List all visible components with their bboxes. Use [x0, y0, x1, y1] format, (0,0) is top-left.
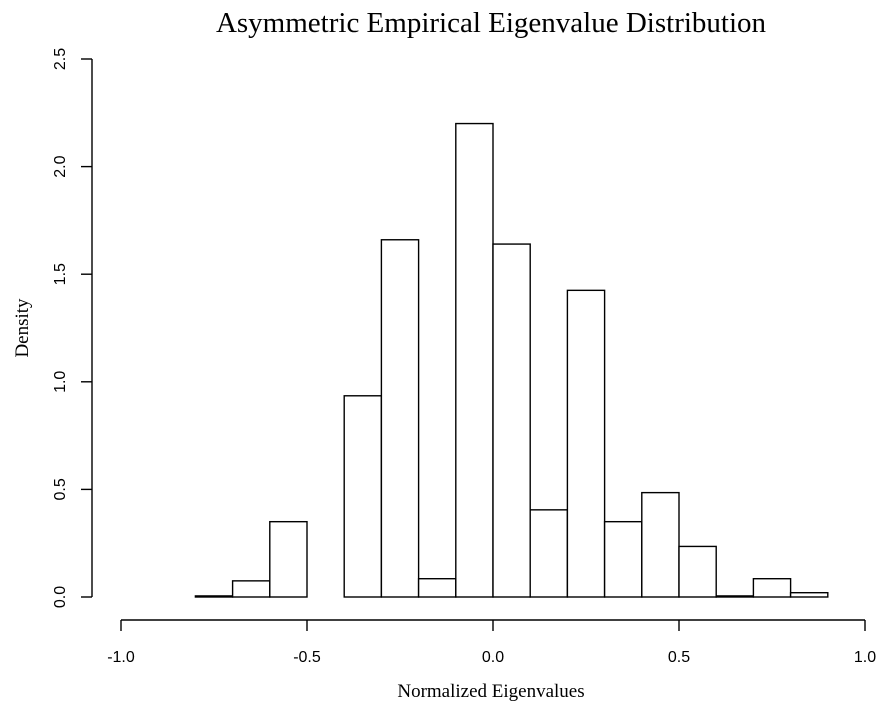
y-axis: 0.0 0.5 1.0 1.5 2.0 2.5: [52, 48, 93, 608]
histogram-bar: [380, 239, 420, 598]
bar-group: [194, 122, 829, 598]
x-tick-label: -0.5: [293, 649, 321, 666]
histogram-bar: [455, 122, 494, 598]
y-tick-label: 0.5: [52, 478, 69, 500]
histogram-bar: [789, 591, 829, 598]
histogram-bar: [752, 578, 792, 598]
x-tick-label: 0.0: [482, 649, 504, 666]
x-tick-label: 1.0: [854, 649, 876, 666]
histogram-bar: [194, 595, 234, 598]
histogram-bar: [343, 395, 383, 598]
y-tick-label: 2.0: [52, 155, 69, 177]
x-tick-label: 0.5: [668, 649, 690, 666]
histogram-bar: [678, 545, 717, 598]
chart-title: Asymmetric Empirical Eigenvalue Distribu…: [216, 7, 767, 39]
histogram-bar: [231, 580, 271, 598]
x-axis: -1.0 -0.5 0.0 0.5 1.0: [107, 619, 876, 666]
histogram-bar: [715, 595, 755, 598]
histogram-bar: [492, 243, 531, 598]
histogram-bar: [641, 491, 680, 598]
x-tick-label: -1.0: [107, 649, 135, 666]
histogram-bar: [417, 578, 457, 598]
y-tick-label: 0.0: [52, 586, 69, 608]
histogram-bar: [566, 289, 606, 598]
y-tick-label: 1.5: [52, 263, 69, 285]
x-axis-label: Normalized Eigenvalues: [397, 681, 584, 702]
histogram-bar: [529, 509, 569, 598]
histogram-bar: [603, 520, 643, 598]
y-tick-label: 1.0: [52, 371, 69, 393]
histogram-bar: [269, 520, 308, 598]
y-axis-label: Density: [12, 298, 33, 358]
y-tick-label: 2.5: [52, 48, 69, 70]
